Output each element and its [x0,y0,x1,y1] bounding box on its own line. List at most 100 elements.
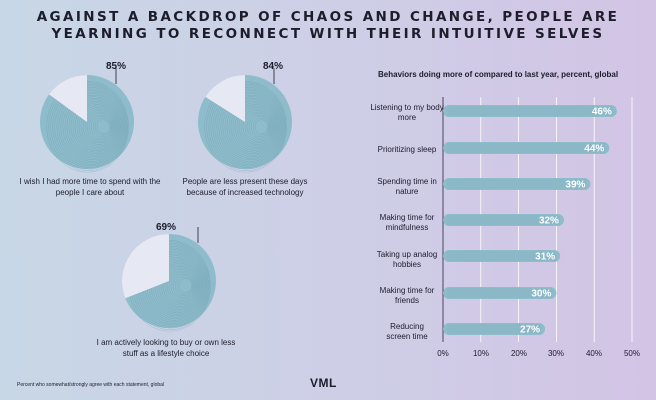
pie-slice-rest [121,234,169,299]
pie-texture-line [92,116,112,137]
pie-texture-line [240,108,274,145]
pie-texture-line [56,88,125,165]
pie-texture-line [210,85,285,168]
pie-texture-line [178,278,192,293]
pie-texture-line [72,101,119,153]
pie-texture-line [86,111,114,142]
pie-texture-line [62,93,123,161]
vml-logo: VML [310,376,337,390]
pie-texture-line [78,105,117,148]
title-line-1: AGAINST A BACKDROP OF CHAOS AND CHANGE, … [36,9,620,25]
category-label: Reducing screen time [386,322,428,341]
pie-texture-line [96,119,110,134]
pie-texture-line [90,114,113,139]
pie-texture-line [246,113,271,141]
pie-texture-line [66,96,122,157]
pie-texture-line [228,99,278,154]
pie-texture-line [60,91,124,162]
pie-texture-line [208,84,286,170]
pie-texture-line [238,107,274,147]
pie-texture-line [218,91,282,162]
pie-texture-line [50,84,128,170]
pie-texture-line [236,105,275,148]
pie-texture-line [250,116,270,137]
category-label: Prioritizing sleep [377,145,437,154]
x-tick-label: 50% [623,349,640,358]
bar-value-label: 46% [592,107,612,118]
bar-value-label: 44% [584,144,604,155]
pie-texture-line [244,111,272,142]
pie-texture-line [166,269,197,303]
x-tick-label: 30% [547,349,564,358]
bar-value-label: 30% [531,289,551,300]
pie-texture-line [214,88,283,165]
pie-texture-line [164,267,198,304]
pie-texture-line [232,102,277,151]
pie-texture-line [80,107,116,147]
bar-value-label: 31% [535,252,555,263]
bar-chart-title: Behaviors doing more of compared to last… [378,70,619,79]
footnote: Percent who somewhat/strongly agree with… [17,382,165,388]
pie-texture-line [64,94,122,159]
pie-texture-line [216,90,283,164]
pie-texture-line [84,110,115,144]
pie-texture-line [204,81,287,173]
pie-texture-line [220,93,281,161]
category-label: Making time for mindfulness [379,213,435,232]
category-label: Spending time in nature [377,177,437,196]
pie-texture-line [48,82,128,171]
pie-texture-line [248,114,271,139]
pie-texture-line [206,82,286,171]
pie-texture-line [68,97,121,156]
pie-texture-line [94,117,111,136]
pie-texture-line [70,99,120,154]
pie-texture-line [222,94,280,159]
pie-texture-line [224,96,280,157]
pie-slice-rest [205,75,245,122]
bar-value-label: 32% [539,216,559,227]
x-tick-label: 20% [510,349,527,358]
pie-texture-line [46,81,129,173]
pie-1-percent: 85% [106,61,127,72]
pie-2-statement: People are less present these days becau… [182,177,308,197]
pie-texture-line [170,272,195,300]
pie-texture-line [58,90,125,164]
bar-value-label: 39% [565,180,585,191]
pie-texture-line [212,87,284,167]
pie-3-percent: 69% [156,222,177,233]
pie-texture-line [74,102,119,151]
pie-3-statement: I am actively looking to buy or own less… [96,338,236,358]
pie-texture-line [52,85,127,168]
pie-texture-line [160,264,199,307]
x-tick-label: 40% [585,349,602,358]
pie-texture-line [76,104,118,150]
pie-1-statement: I wish I had more time to spend with the… [19,177,161,197]
pie-texture-line [254,119,268,134]
pie-texture-line [226,97,279,156]
pie-2-percent: 84% [263,61,284,72]
page-title: AGAINST A BACKDROP OF CHAOS AND CHANGE, … [0,9,656,43]
category-label: Listening to my body more [370,103,444,122]
pie-texture-line [230,101,277,153]
bar-value-label: 27% [520,325,540,336]
pie-texture-line [168,270,196,301]
x-tick-label: 0% [437,349,449,358]
pie-texture-line [82,108,116,145]
pie-texture-line [158,263,200,309]
category-label: Taking up analog hobbies [376,250,438,269]
pie-slice-rest [48,75,87,122]
pie-texture-line [172,273,195,298]
title-line-2: YEARNING TO RECONNECT WITH THEIR INTUITI… [51,26,605,42]
x-tick-label: 10% [472,349,489,358]
pie-texture-line [162,266,198,306]
pie-texture-line [174,275,194,296]
pie-texture-line [54,87,126,167]
category-label: Making time for friends [379,286,435,305]
pie-texture-line [252,117,269,136]
pie-texture-line [242,110,273,144]
pie-texture-line [88,113,113,141]
